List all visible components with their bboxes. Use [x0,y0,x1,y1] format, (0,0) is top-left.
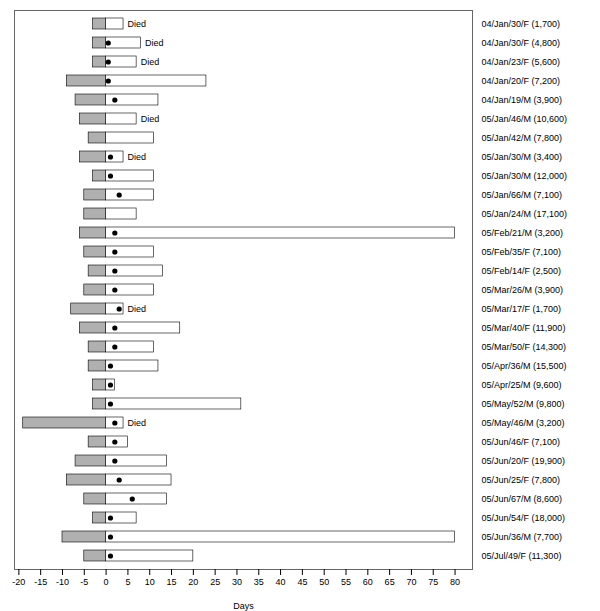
svg-text:35: 35 [254,577,264,587]
svg-text:05/Mar/40/F (11,900): 05/Mar/40/F (11,900) [482,323,566,333]
svg-text:55: 55 [341,577,351,587]
svg-text:40: 40 [276,577,286,587]
svg-text:04/Jan/19/M (3,900): 04/Jan/19/M (3,900) [482,95,563,105]
svg-text:Died: Died [141,114,160,124]
svg-text:04/Jan/30/F (4,800): 04/Jan/30/F (4,800) [482,38,561,48]
svg-text:04/Jan/23/F (5,600): 04/Jan/23/F (5,600) [482,57,561,67]
svg-text:05/Jan/24/M (17,100): 05/Jan/24/M (17,100) [482,209,568,219]
svg-text:05/Jul/49/F (11,300): 05/Jul/49/F (11,300) [482,551,562,561]
svg-text:65: 65 [385,577,395,587]
svg-text:04/Jan/20/F (7,200): 04/Jan/20/F (7,200) [482,76,561,86]
svg-text:15: 15 [167,577,177,587]
svg-text:Died: Died [145,38,164,48]
svg-text:-15: -15 [34,577,47,587]
svg-text:05/Apr/25/M (9,600): 05/Apr/25/M (9,600) [482,380,562,390]
svg-text:05/Jan/46/M (10,600): 05/Jan/46/M (10,600) [482,114,568,124]
svg-text:05/May/46/M (3,200): 05/May/46/M (3,200) [482,418,565,428]
svg-text:05/Feb/14/F (2,500): 05/Feb/14/F (2,500) [482,266,562,276]
svg-text:05/Jun/46/F (7,100): 05/Jun/46/F (7,100) [482,437,561,447]
svg-text:75: 75 [428,577,438,587]
svg-text:05/Feb/35/F (7,100): 05/Feb/35/F (7,100) [482,247,562,257]
svg-text:05/Jan/66/M (7,100): 05/Jan/66/M (7,100) [482,190,563,200]
svg-text:05/Mar/26/M (3,900): 05/Mar/26/M (3,900) [482,285,564,295]
svg-text:05/Jan/30/M (3,400): 05/Jan/30/M (3,400) [482,152,563,162]
svg-text:Died: Died [128,19,147,29]
svg-text:0: 0 [104,577,109,587]
svg-text:80: 80 [450,577,460,587]
svg-text:05/Mar/50/F (14,300): 05/Mar/50/F (14,300) [482,342,567,352]
svg-text:04/Jan/30/F (1,700): 04/Jan/30/F (1,700) [482,19,561,29]
svg-text:05/May/52/M (9,800): 05/May/52/M (9,800) [482,399,565,409]
svg-text:70: 70 [406,577,416,587]
svg-text:30: 30 [232,577,242,587]
svg-text:05/Jun/54/F (18,000): 05/Jun/54/F (18,000) [482,513,566,523]
svg-text:50: 50 [319,577,329,587]
svg-text:05/Jun/20/F (19,900): 05/Jun/20/F (19,900) [482,456,566,466]
svg-text:5: 5 [125,577,130,587]
svg-text:Died: Died [128,304,147,314]
svg-text:Died: Died [128,152,147,162]
svg-text:05/Mar/17/F (1,700): 05/Mar/17/F (1,700) [482,304,562,314]
svg-text:Died: Died [141,57,160,67]
svg-text:05/Jun/67/M (8,600): 05/Jun/67/M (8,600) [482,494,563,504]
svg-text:25: 25 [210,577,220,587]
svg-text:05/Apr/36/M (15,500): 05/Apr/36/M (15,500) [482,361,567,371]
svg-text:05/Jan/30/M (12,000): 05/Jan/30/M (12,000) [482,171,568,181]
svg-text:Died: Died [128,418,147,428]
svg-text:-10: -10 [56,577,69,587]
svg-text:-5: -5 [80,577,88,587]
svg-text:45: 45 [297,577,307,587]
svg-text:05/Feb/21/M (3,200): 05/Feb/21/M (3,200) [482,228,564,238]
svg-text:60: 60 [363,577,373,587]
svg-text:05/Jan/42/M (7,800): 05/Jan/42/M (7,800) [482,133,563,143]
svg-text:Days: Days [233,601,254,611]
svg-text:20: 20 [188,577,198,587]
svg-text:05/Jun/36/M (7,700): 05/Jun/36/M (7,700) [482,532,563,542]
svg-text:05/Jun/25/F (7,800): 05/Jun/25/F (7,800) [482,475,561,485]
svg-text:10: 10 [145,577,155,587]
svg-text:-20: -20 [12,577,25,587]
